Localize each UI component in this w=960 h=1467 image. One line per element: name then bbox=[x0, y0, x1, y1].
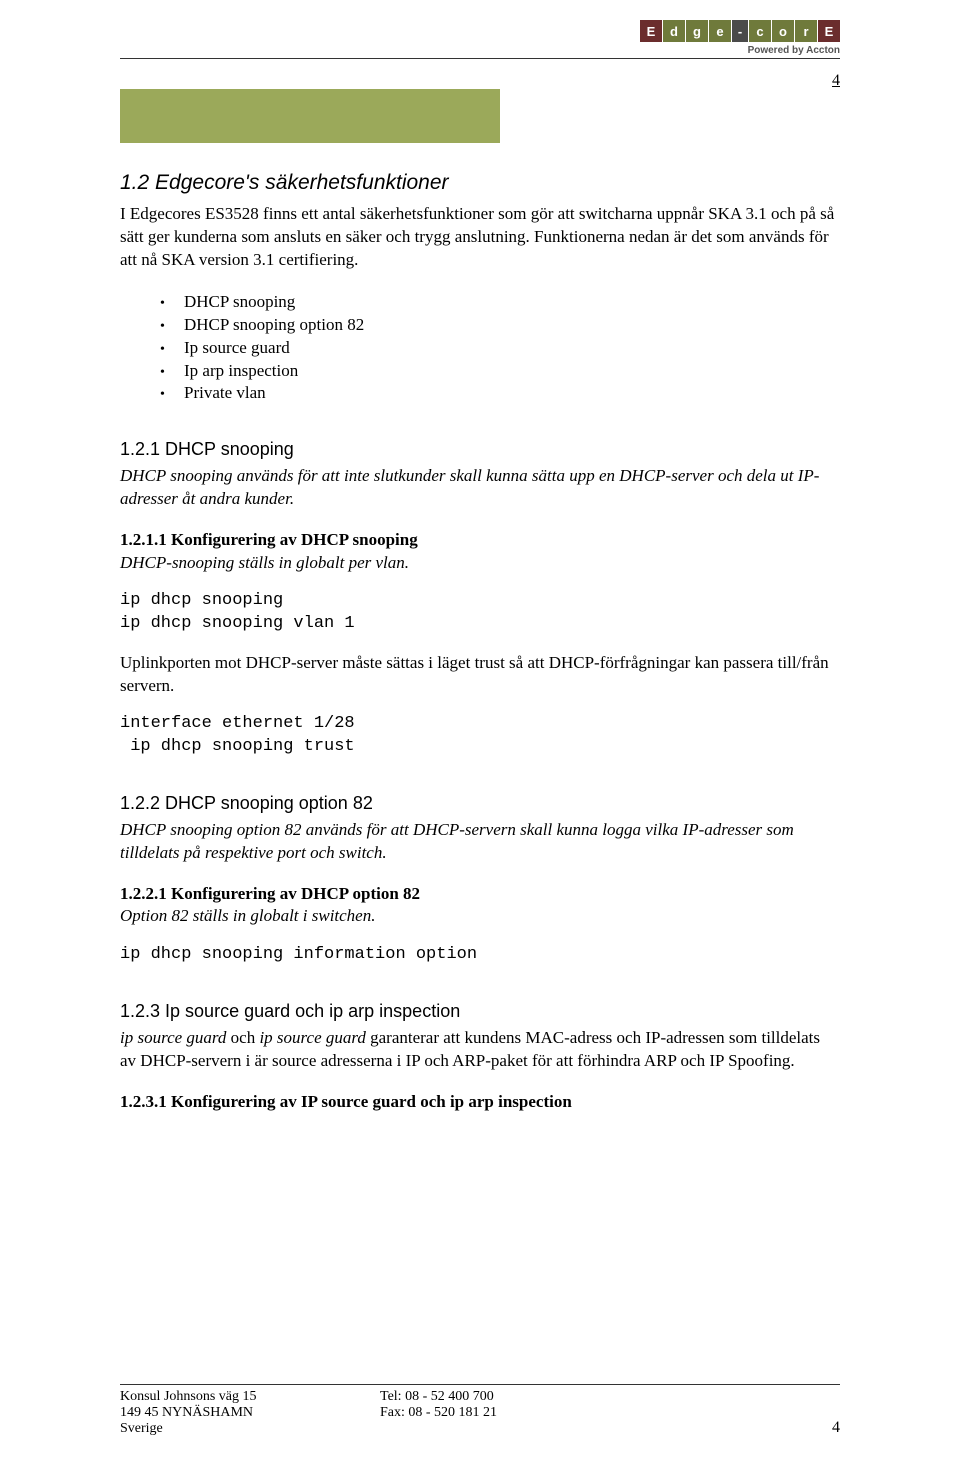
config-title: 1.2.1.1 Konfigurering av DHCP snooping bbox=[120, 529, 840, 552]
text: och bbox=[226, 1028, 259, 1047]
logo-letter: c bbox=[749, 20, 771, 42]
subsection-title: 1.2.2 DHCP snooping option 82 bbox=[120, 791, 840, 815]
config-sub: DHCP-snooping ställs in globalt per vlan… bbox=[120, 552, 840, 575]
page: E d g e - c o r E Powered by Accton 4 1.… bbox=[0, 0, 960, 1467]
footer-address-line: 149 45 NYNÄSHAMN bbox=[120, 1405, 380, 1421]
page-number-top: 4 bbox=[832, 72, 840, 90]
header: E d g e - c o r E Powered by Accton bbox=[120, 20, 840, 56]
footer-tel: Tel: 08 - 52 400 700 bbox=[380, 1389, 840, 1405]
page-number-bottom: 4 bbox=[832, 1419, 840, 1437]
logo-letter: d bbox=[663, 20, 685, 42]
logo-tagline: Powered by Accton bbox=[748, 45, 840, 56]
italic-term: ip source guard bbox=[259, 1028, 365, 1047]
feature-item: Ip arp inspection bbox=[160, 360, 840, 383]
config-sub: Option 82 ställs in globalt i switchen. bbox=[120, 905, 840, 928]
logo-letter: g bbox=[686, 20, 708, 42]
logo-letter: o bbox=[772, 20, 794, 42]
subsection-title: 1.2.1 DHCP snooping bbox=[120, 437, 840, 461]
footer-fax: Fax: 08 - 520 181 21 bbox=[380, 1405, 840, 1421]
code-block: ip dhcp snooping ip dhcp snooping vlan 1 bbox=[120, 590, 840, 636]
logo-letter: r bbox=[795, 20, 817, 42]
footer-address-line: Konsul Johnsons väg 15 bbox=[120, 1389, 380, 1405]
feature-list: DHCP snooping DHCP snooping option 82 Ip… bbox=[160, 291, 840, 405]
feature-item: Private vlan bbox=[160, 382, 840, 405]
header-rule bbox=[120, 58, 840, 59]
olive-banner bbox=[120, 89, 500, 143]
footer-address-line: Sverige bbox=[120, 1421, 380, 1437]
code-block: ip dhcp snooping information option bbox=[120, 944, 840, 967]
feature-item: DHCP snooping bbox=[160, 291, 840, 314]
logo-letter: E bbox=[640, 20, 662, 42]
config-title: 1.2.3.1 Konfigurering av IP source guard… bbox=[120, 1091, 840, 1114]
feature-item: DHCP snooping option 82 bbox=[160, 314, 840, 337]
logo-block: E d g e - c o r E Powered by Accton bbox=[640, 20, 840, 56]
logo-separator: - bbox=[732, 20, 748, 42]
subsection-body: DHCP snooping option 82 används för att … bbox=[120, 819, 840, 865]
section-intro: I Edgecores ES3528 finns ett antal säker… bbox=[120, 203, 840, 271]
logo-letter: E bbox=[818, 20, 840, 42]
section-title: 1.2 Edgecore's säkerhetsfunktioner bbox=[120, 169, 840, 197]
italic-term: ip source guard bbox=[120, 1028, 226, 1047]
config-title: 1.2.2.1 Konfigurering av DHCP option 82 bbox=[120, 883, 840, 906]
subsection-body: DHCP snooping används för att inte slutk… bbox=[120, 465, 840, 511]
logo-letter: e bbox=[709, 20, 731, 42]
subsection-title: 1.2.3 Ip source guard och ip arp inspect… bbox=[120, 999, 840, 1023]
content: 1.2 Edgecore's säkerhetsfunktioner I Edg… bbox=[120, 169, 840, 1113]
subsection-body: ip source guard och ip source guard gara… bbox=[120, 1027, 840, 1073]
footer: Konsul Johnsons väg 15 Tel: 08 - 52 400 … bbox=[120, 1384, 840, 1437]
feature-item: Ip source guard bbox=[160, 337, 840, 360]
paragraph: Uplinkporten mot DHCP-server måste sätta… bbox=[120, 652, 840, 698]
edgecore-logo: E d g e - c o r E bbox=[640, 20, 840, 42]
code-block: interface ethernet 1/28 ip dhcp snooping… bbox=[120, 713, 840, 759]
